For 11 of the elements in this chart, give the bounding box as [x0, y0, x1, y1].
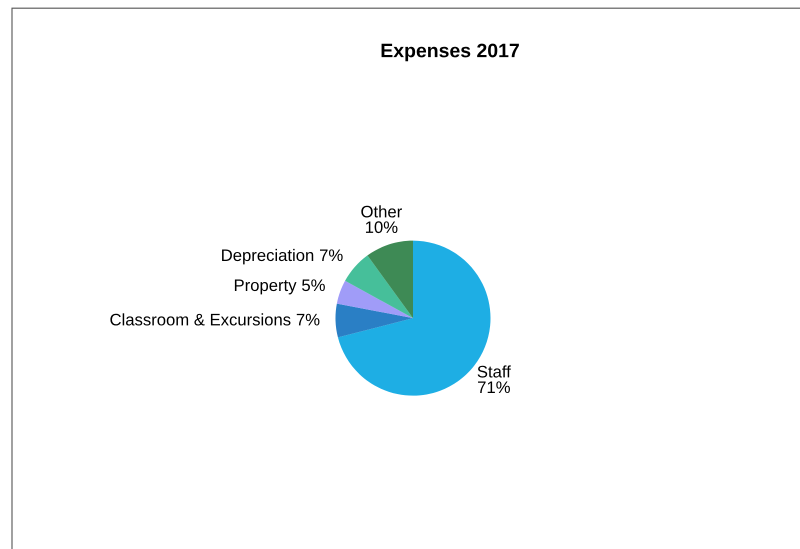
slice-label: Depreciation [222, 248, 314, 264]
data-label: 5% [302, 279, 325, 292]
slice-label: Staff [478, 365, 511, 378]
slice-label: Other [361, 205, 402, 218]
data-label: 7% [320, 249, 343, 262]
slice-label: Property [234, 279, 296, 294]
data-label: 7% [296, 314, 320, 326]
slice-label: Classroom & Excursions [110, 313, 290, 326]
data-label: 10% [366, 221, 398, 234]
data-label: 71% [478, 381, 510, 394]
chart-title: Expenses 2017 [382, 44, 519, 62]
